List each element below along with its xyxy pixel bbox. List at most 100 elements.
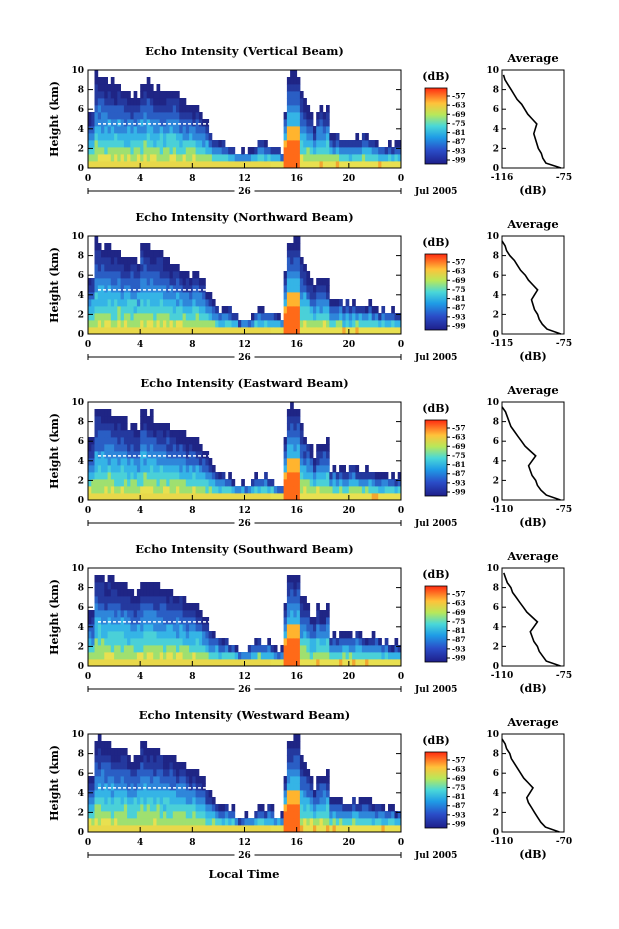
heatmap-cell (296, 250, 301, 258)
heatmap-cell (123, 493, 128, 501)
heatmap-cell (342, 486, 346, 494)
heatmap-cell (296, 264, 301, 272)
heatmap-cell (296, 493, 301, 501)
heatmap-cell (296, 638, 301, 646)
panel-title: Echo Intensity (Southward Beam) (135, 542, 353, 556)
heatmap-cell (296, 486, 301, 494)
heatmap-cell (309, 631, 314, 639)
heatmap-cell (358, 486, 363, 494)
heatmap-cell (104, 278, 108, 286)
heatmap-cell (94, 458, 99, 466)
heatmap-cell (198, 327, 203, 335)
heatmap-cell (143, 493, 148, 501)
heatmap-cell (326, 458, 330, 466)
heatmap-cell (313, 458, 317, 466)
heatmap-cell (182, 818, 187, 826)
heatmap-cell (140, 811, 144, 819)
heatmap-cell (104, 603, 108, 611)
heatmap-cell (342, 659, 346, 667)
heatmap-cell (293, 631, 298, 639)
heatmap-cell (202, 451, 206, 459)
x-tick-label: 16 (290, 340, 303, 350)
heatmap-cell (104, 306, 108, 314)
heatmap-cell (114, 769, 118, 777)
heatmap-cell (94, 589, 99, 597)
heatmap-cell (163, 783, 167, 791)
heatmap-cell (374, 638, 379, 646)
heatmap-cell (215, 659, 219, 667)
heatmap-cell (120, 804, 125, 812)
colorbar-tick-label: -99 (452, 488, 466, 497)
heatmap-cell (97, 734, 102, 742)
heatmap-cell (293, 734, 298, 742)
heatmap-cell (94, 804, 99, 812)
heatmap-cell (133, 133, 138, 141)
heatmap-cell (316, 133, 320, 141)
heatmap-cell (234, 659, 239, 667)
heatmap-cell (361, 493, 366, 501)
heatmap-cell (176, 161, 180, 169)
heatmap-cell (394, 811, 399, 819)
heatmap-cell (101, 264, 105, 272)
heatmap-cell (273, 154, 278, 162)
heatmap-cell (296, 243, 301, 251)
heatmap-cell (182, 825, 187, 833)
heatmap-cell (110, 610, 115, 618)
heatmap-cell (169, 783, 174, 791)
heatmap-cell (143, 119, 148, 127)
heatmap-cell (378, 825, 382, 833)
heatmap-cell (218, 147, 223, 155)
heatmap-cell (293, 271, 298, 279)
heatmap-cell (290, 285, 294, 293)
heatmap-cell (117, 603, 121, 611)
heatmap-cell (123, 638, 128, 646)
heatmap-cell (140, 493, 144, 501)
heatmap-cell (358, 161, 363, 169)
heatmap-cell (179, 818, 183, 826)
heatmap-cell (143, 776, 148, 784)
heatmap-cell (117, 617, 121, 625)
heatmap-cell (91, 147, 95, 155)
heatmap-cell (365, 638, 369, 646)
heatmap-cell (365, 472, 369, 480)
heatmap-cell (299, 631, 304, 639)
heatmap-cell (296, 575, 301, 583)
heatmap-cell (130, 825, 135, 833)
heatmap-cell (283, 603, 288, 611)
heatmap-cell (322, 278, 327, 286)
profile-x-label: (dB) (519, 848, 546, 861)
heatmap-cell (185, 479, 190, 487)
profile-y-tick-label: 8 (493, 86, 499, 96)
heatmap-cell (257, 804, 262, 812)
heatmap-cell (130, 769, 135, 777)
heatmap-cell (153, 257, 157, 265)
heatmap-cell (286, 327, 291, 335)
heatmap-cell (368, 327, 373, 335)
heatmap-cell (159, 493, 164, 501)
heatmap-cell (120, 257, 125, 265)
heatmap-cell (146, 444, 151, 452)
heatmap-cell (140, 119, 144, 127)
heatmap-cell (306, 154, 311, 162)
heatmap-cell (146, 811, 151, 819)
heatmap-cell (316, 479, 320, 487)
heatmap-cell (211, 299, 216, 307)
heatmap-cell (316, 327, 320, 335)
heatmap-cell (286, 77, 291, 85)
heatmap-cell (185, 486, 190, 494)
heatmap-cell (198, 278, 203, 286)
heatmap-cell (149, 783, 154, 791)
heatmap-cell (322, 825, 327, 833)
profile-title: Average (506, 217, 558, 231)
heatmap-cell (97, 423, 102, 431)
heatmap-cell (322, 804, 327, 812)
heatmap-cell (293, 596, 298, 604)
heatmap-cell (166, 638, 170, 646)
heatmap-cell (159, 285, 164, 293)
heatmap-cell (319, 112, 324, 120)
heatmap-cell (306, 645, 311, 653)
heatmap-cell (394, 638, 399, 646)
heatmap-cell (231, 327, 236, 335)
heatmap-cell (179, 133, 183, 141)
heatmap-cell (267, 313, 271, 321)
